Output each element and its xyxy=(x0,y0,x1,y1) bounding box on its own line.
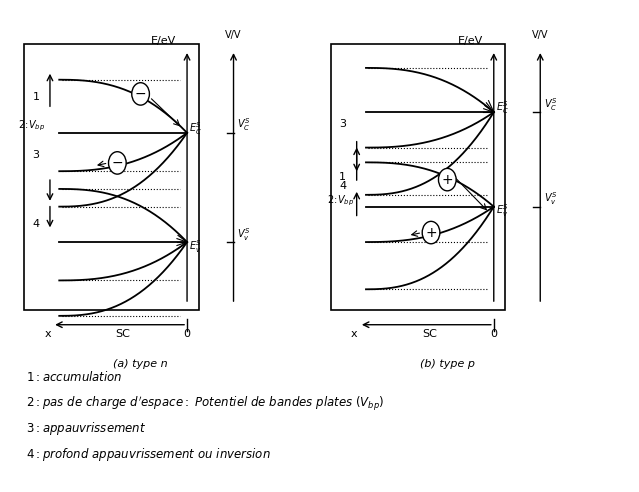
Text: E/eV: E/eV xyxy=(151,36,176,46)
Text: 0: 0 xyxy=(183,329,190,338)
Text: $\mathit{4: profond\ appauvrissement}$ $\mathit{ou\ inversion}$: $\mathit{4: profond\ appauvrissement}$ $… xyxy=(26,446,270,463)
Text: 4: 4 xyxy=(33,219,40,229)
Text: $E_v^S$: $E_v^S$ xyxy=(496,203,509,219)
Text: −: − xyxy=(135,87,146,101)
Bar xyxy=(24,44,199,310)
Text: V/V: V/V xyxy=(226,31,242,40)
Text: 3: 3 xyxy=(339,119,346,129)
Text: 1: 1 xyxy=(339,172,346,182)
Circle shape xyxy=(132,83,150,105)
Text: $\mathit{2: pas\ de\ charge\ d'espace:\ Potentiel\ de\ bandes\ plates\ (}$$V_{bp: $\mathit{2: pas\ de\ charge\ d'espace:\ … xyxy=(26,395,384,413)
Text: $V_C^S$: $V_C^S$ xyxy=(544,96,557,113)
Text: $E_C^S$: $E_C^S$ xyxy=(189,120,203,137)
Text: x: x xyxy=(351,329,358,338)
Text: $V_v^S$: $V_v^S$ xyxy=(237,226,250,243)
Text: +: + xyxy=(425,225,437,240)
Circle shape xyxy=(109,152,126,174)
Text: SC: SC xyxy=(116,329,130,338)
Text: (a) type n: (a) type n xyxy=(113,359,168,369)
Text: $E_C^S$: $E_C^S$ xyxy=(496,99,509,116)
Text: 4: 4 xyxy=(339,181,346,191)
Bar xyxy=(331,44,505,310)
Text: V/V: V/V xyxy=(532,31,548,40)
Text: +: + xyxy=(442,173,453,186)
Circle shape xyxy=(438,168,456,191)
Text: $\mathit{1: accumulation}$: $\mathit{1: accumulation}$ xyxy=(26,370,122,384)
Text: $2\!:\!V_{bp}$: $2\!:\!V_{bp}$ xyxy=(327,193,354,208)
Text: $2\!:\!V_{bp}$: $2\!:\!V_{bp}$ xyxy=(18,118,45,133)
Text: E/eV: E/eV xyxy=(458,36,483,46)
Text: 0: 0 xyxy=(490,329,497,338)
Text: x: x xyxy=(44,329,51,338)
Text: $V_v^S$: $V_v^S$ xyxy=(544,190,557,207)
Text: $E_v^S$: $E_v^S$ xyxy=(189,238,203,255)
Text: $\mathit{3: appauvrissement}$: $\mathit{3: appauvrissement}$ xyxy=(26,421,146,437)
Text: (b) type p: (b) type p xyxy=(420,359,475,369)
Text: 1: 1 xyxy=(33,92,40,102)
Text: 3: 3 xyxy=(33,150,40,160)
Text: $V_C^S$: $V_C^S$ xyxy=(237,117,250,133)
Text: SC: SC xyxy=(422,329,437,338)
Text: −: − xyxy=(112,156,123,170)
Circle shape xyxy=(422,221,440,244)
